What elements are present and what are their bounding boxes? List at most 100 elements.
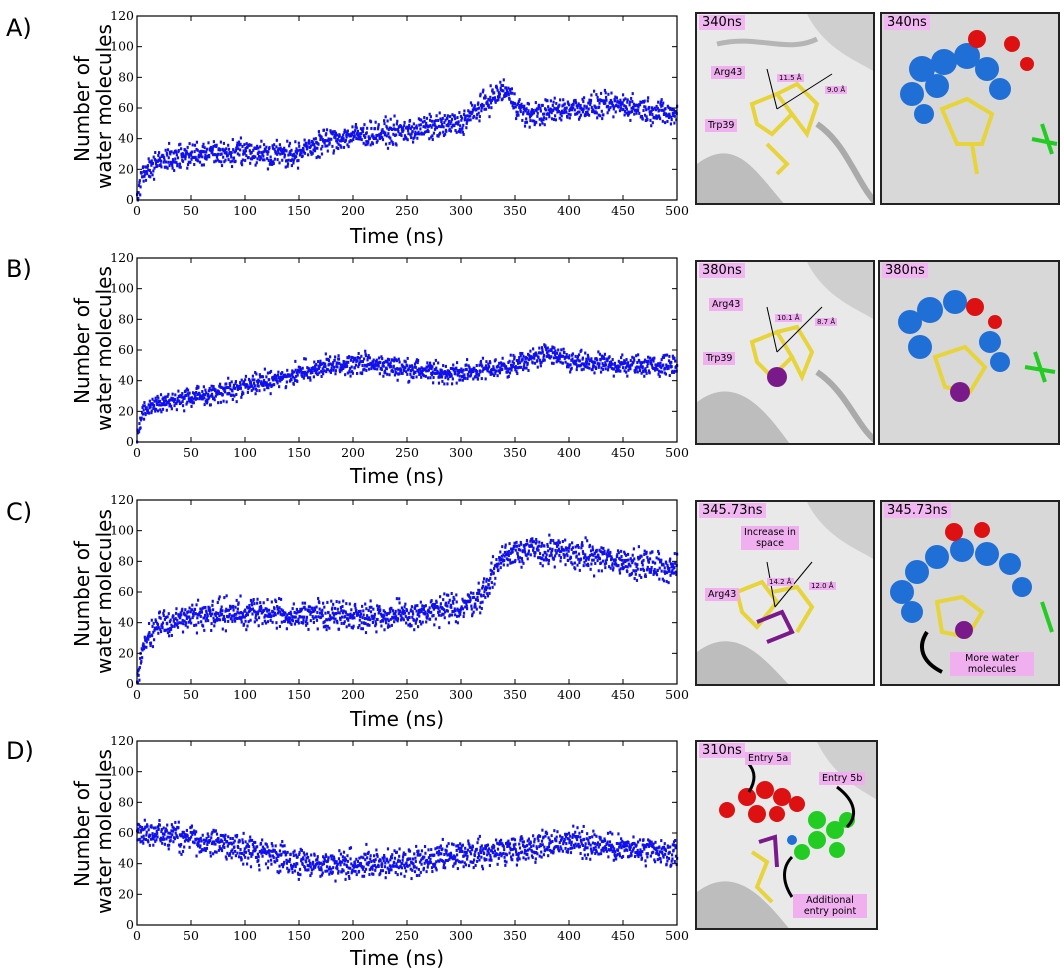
data-point — [364, 135, 367, 139]
data-point — [344, 138, 348, 142]
data-point — [280, 377, 283, 381]
data-point — [385, 134, 388, 138]
data-point — [334, 131, 337, 135]
data-point — [142, 417, 146, 421]
data-point — [466, 119, 469, 123]
data-point — [361, 865, 364, 869]
data-point — [340, 860, 344, 864]
data-point — [295, 155, 298, 159]
data-point — [488, 591, 491, 595]
data-point — [347, 360, 350, 364]
data-point — [239, 594, 242, 598]
data-points — [136, 78, 679, 202]
data-point — [148, 634, 151, 638]
data-point — [308, 861, 312, 865]
data-point — [598, 101, 601, 105]
data-point — [225, 607, 228, 611]
data-point — [281, 376, 285, 380]
data-point — [252, 156, 256, 160]
data-point — [294, 359, 297, 363]
data-point — [166, 153, 169, 157]
data-point — [568, 116, 571, 120]
data-point — [255, 618, 258, 622]
data-point — [271, 849, 274, 853]
data-point — [179, 615, 182, 619]
data-point — [587, 362, 591, 366]
data-point — [199, 844, 202, 848]
data-point — [601, 356, 604, 360]
data-point — [305, 373, 309, 377]
data-point — [549, 541, 552, 545]
data-point — [671, 562, 674, 566]
data-point — [359, 864, 362, 868]
data-point — [141, 839, 144, 843]
data-point — [336, 862, 339, 866]
data-point — [173, 837, 177, 841]
data-point — [471, 614, 474, 618]
data-point — [253, 620, 256, 624]
data-point — [659, 117, 662, 121]
data-point — [276, 858, 279, 862]
data-point — [212, 144, 215, 148]
data-point — [287, 153, 290, 157]
data-point — [142, 404, 145, 408]
data-point — [431, 138, 434, 142]
data-point — [222, 834, 225, 838]
data-point — [667, 359, 671, 363]
data-point — [225, 400, 228, 404]
data-point — [624, 361, 627, 365]
data-point — [172, 397, 175, 401]
data-point — [629, 367, 632, 371]
data-point — [255, 372, 258, 376]
data-point — [508, 558, 512, 562]
data-point — [254, 371, 257, 375]
data-point — [255, 611, 258, 615]
data-point — [508, 542, 511, 546]
data-point — [358, 361, 361, 365]
data-point — [361, 359, 365, 363]
data-point — [235, 392, 238, 396]
data-point — [304, 357, 307, 361]
data-point — [481, 369, 484, 373]
data-point — [466, 358, 469, 362]
data-point — [141, 175, 144, 179]
data-point — [257, 379, 261, 383]
data-point — [289, 621, 292, 625]
data-point — [649, 570, 652, 574]
data-point — [156, 403, 159, 407]
data-point — [423, 115, 426, 119]
data-point — [334, 133, 337, 137]
data-point — [221, 393, 224, 397]
data-point — [670, 565, 673, 569]
data-point — [589, 100, 592, 104]
data-point — [391, 128, 394, 132]
data-point — [490, 561, 493, 565]
data-point — [482, 594, 485, 598]
data-point — [203, 841, 206, 845]
data-point — [670, 118, 673, 122]
data-point — [381, 138, 385, 142]
data-point — [396, 617, 400, 621]
data-point — [640, 554, 643, 558]
data-point — [259, 375, 262, 379]
data-point — [147, 411, 151, 415]
data-point — [297, 141, 300, 145]
data-point — [364, 354, 368, 358]
data-point — [222, 616, 225, 620]
data-point — [152, 630, 155, 634]
data-point — [342, 621, 346, 625]
data-point — [449, 603, 453, 607]
data-point — [646, 117, 649, 121]
data-point — [254, 848, 257, 852]
data-point — [469, 596, 472, 600]
data-point — [673, 369, 676, 373]
data-point — [337, 871, 340, 875]
data-point — [249, 151, 252, 155]
data-point — [188, 391, 191, 395]
data-point — [608, 363, 611, 367]
data-point — [341, 604, 344, 608]
data-point — [212, 619, 216, 623]
data-point — [155, 838, 158, 842]
data-point — [284, 617, 288, 621]
data-point — [424, 367, 427, 371]
